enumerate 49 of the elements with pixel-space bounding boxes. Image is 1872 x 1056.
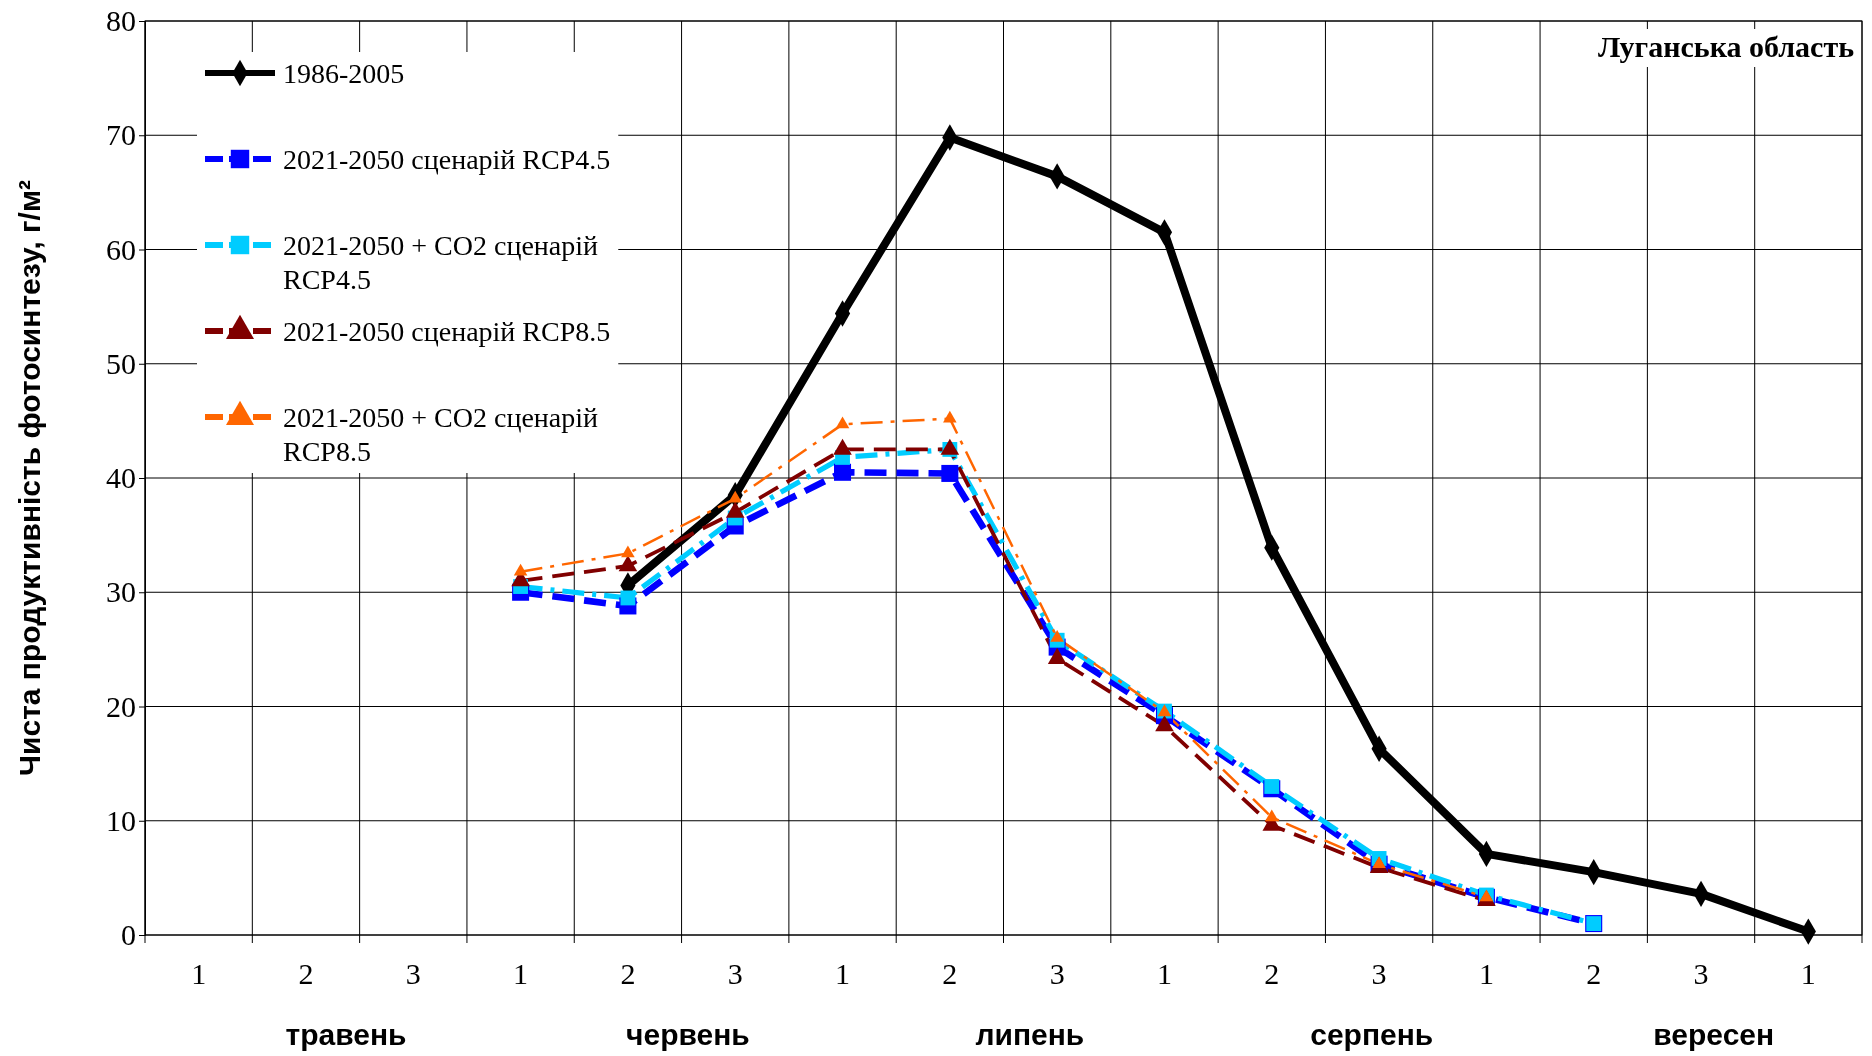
x-tick-label: 1 [835, 957, 851, 991]
point [1264, 779, 1280, 794]
legend-label: 1986-2005 [283, 58, 405, 89]
x-tick-label: 1 [1800, 957, 1816, 991]
chart-title: Луганська область [1597, 30, 1855, 63]
point [513, 563, 528, 576]
legend-label: 2021-2050 + CO2 сценарій RCP4.5 [283, 230, 599, 295]
x-tick-label: 2 [1264, 957, 1280, 991]
point [834, 463, 852, 481]
point [620, 590, 636, 606]
x-tick-label: 2 [620, 957, 636, 991]
y-tick-label: 20 [106, 689, 136, 723]
point [941, 464, 959, 482]
legend-label: 2021-2050 + CO2 сценарій RCP8.5 [283, 402, 599, 467]
x-tick-label: 3 [1693, 957, 1709, 991]
y-tick-label: 40 [106, 461, 136, 495]
point [618, 555, 638, 572]
x-tick-label: 2 [298, 957, 314, 991]
point [1264, 809, 1279, 822]
text: травень [285, 1018, 407, 1051]
x-tick-label: 3 [1049, 957, 1065, 991]
point [943, 410, 957, 423]
x-tick-label: 2 [1586, 957, 1602, 991]
x-tick-label: 3 [727, 957, 743, 991]
point [835, 416, 850, 429]
y-tick-label: 80 [106, 4, 136, 38]
text: серпень [1310, 1018, 1434, 1051]
point [1155, 715, 1174, 732]
x-tick-label: 2 [942, 957, 958, 991]
x-tick-label: 1 [1478, 957, 1494, 991]
x-tick-label: 1 [191, 957, 207, 991]
legend-label: 2021-2050 сценарій RCP4.5 [283, 144, 611, 175]
y-tick-label: 50 [106, 346, 136, 380]
text: липень [975, 1018, 1085, 1051]
point [621, 545, 635, 558]
y-axis-title: Чиста продуктивність фотосинтезу, г/м² [13, 179, 46, 777]
text: червень [626, 1018, 750, 1051]
x-tick-label: 3 [1371, 957, 1387, 991]
x-tick-label: 1 [1156, 957, 1172, 991]
legend-label: 2021-2050 сценарій RCP8.5 [283, 316, 611, 347]
y-tick-label: 70 [106, 118, 136, 152]
x-tick-label: 1 [513, 957, 529, 991]
y-tick-label: 0 [121, 918, 136, 952]
text: вересен [1653, 1018, 1775, 1051]
x-tick-label: 3 [405, 957, 421, 991]
y-tick-label: 10 [106, 803, 136, 837]
y-tick-label: 60 [106, 232, 136, 266]
y-tick-label: 30 [106, 575, 136, 609]
point [1050, 630, 1064, 642]
